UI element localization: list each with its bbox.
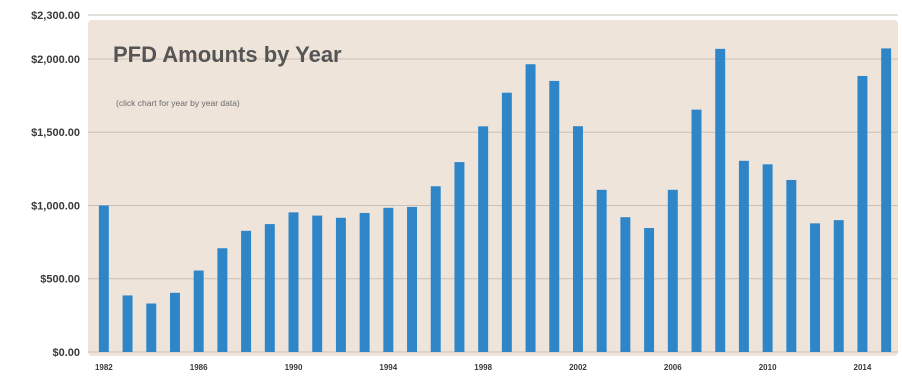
- x-axis-tick-labels: 1982 1986 1990 1994 1998 2002 2006 2010 2014: [95, 363, 872, 372]
- y-tick-label: $500.00: [40, 274, 80, 286]
- y-axis-tick-labels: $0.00 $500.00 $1,000.00 $1,500.00 $2,000.00 $…: [31, 10, 80, 359]
- bar-2009[interactable]: [738, 160, 749, 352]
- bar-1984[interactable]: [146, 303, 157, 353]
- bar-2010[interactable]: [762, 164, 773, 352]
- bar-1982[interactable]: [98, 205, 109, 352]
- bar-1997[interactable]: [454, 162, 465, 352]
- bar-1999[interactable]: [501, 92, 512, 352]
- bar-2015[interactable]: [881, 48, 892, 352]
- bar-2001[interactable]: [549, 80, 560, 353]
- x-tick-label: 2010: [759, 363, 777, 372]
- bar-2012[interactable]: [810, 223, 821, 352]
- bar-1985[interactable]: [169, 292, 180, 352]
- x-tick-label: 2006: [664, 363, 682, 372]
- x-tick-label: 1998: [474, 363, 492, 372]
- bar-2008[interactable]: [715, 48, 726, 352]
- bar-1989[interactable]: [264, 224, 275, 352]
- x-tick-label: 2002: [569, 363, 587, 372]
- x-tick-label: 2014: [854, 363, 872, 372]
- y-tick-label: $1,500.00: [31, 127, 80, 139]
- bar-1986[interactable]: [193, 270, 204, 352]
- x-tick-label: 1986: [190, 363, 208, 372]
- y-tick-label: $2,000.00: [31, 54, 80, 66]
- bar-1994[interactable]: [383, 207, 394, 352]
- bar-1990[interactable]: [288, 212, 299, 352]
- bar-2000[interactable]: [525, 64, 536, 352]
- bar-1991[interactable]: [312, 215, 323, 352]
- bar-2002[interactable]: [572, 126, 583, 353]
- bar-1996[interactable]: [430, 186, 441, 352]
- bar-1992[interactable]: [335, 217, 346, 352]
- chart-subtitle[interactable]: (click chart for year by year data): [116, 98, 240, 108]
- y-tick-label: $0.00: [52, 347, 80, 359]
- x-tick-label: 1990: [285, 363, 303, 372]
- bar-2007[interactable]: [691, 109, 702, 353]
- bar-1995[interactable]: [407, 206, 418, 352]
- bar-1988[interactable]: [241, 230, 252, 352]
- x-tick-label: 1994: [379, 363, 397, 372]
- chart-title: PFD Amounts by Year: [113, 42, 342, 67]
- bar-1987[interactable]: [217, 248, 228, 352]
- y-tick-label: $2,300.00: [31, 10, 80, 22]
- bar-1993[interactable]: [359, 212, 370, 352]
- bar-2014[interactable]: [857, 75, 868, 352]
- y-tick-label: $1,000.00: [31, 200, 80, 212]
- x-tick-label: 1982: [95, 363, 113, 372]
- bar-2013[interactable]: [833, 220, 844, 352]
- bar-2006[interactable]: [667, 189, 678, 352]
- chart-panel: [88, 20, 898, 356]
- bar-2004[interactable]: [620, 217, 631, 352]
- bar-2003[interactable]: [596, 189, 607, 352]
- bar-2011[interactable]: [786, 179, 797, 352]
- bar-1983[interactable]: [122, 295, 133, 352]
- bar-1998[interactable]: [478, 126, 489, 352]
- bar-2005[interactable]: [644, 228, 655, 352]
- bars: [98, 48, 892, 353]
